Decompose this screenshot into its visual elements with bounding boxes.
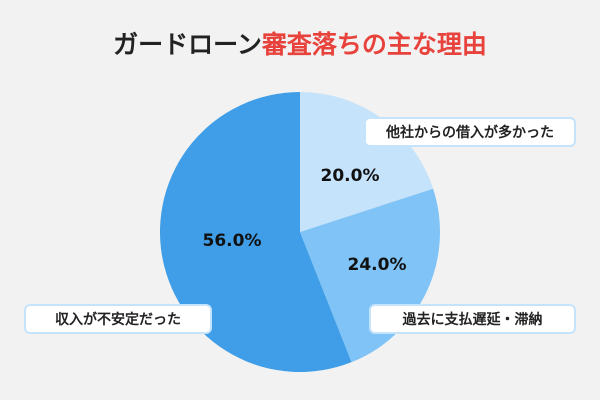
value-label: 20.0% bbox=[321, 166, 380, 186]
pie-slice bbox=[300, 92, 434, 232]
chart-title: ガードローン審査落ちの主な理由 bbox=[113, 30, 487, 59]
category-label: 収入が不安定だった bbox=[55, 311, 181, 328]
title-part: ガードローン bbox=[113, 30, 262, 59]
label-box bbox=[369, 304, 576, 334]
value-label: 24.0% bbox=[348, 255, 407, 275]
label-box bbox=[24, 304, 212, 334]
pie-slice bbox=[160, 92, 352, 372]
value-label: 56.0% bbox=[203, 231, 262, 251]
label-box bbox=[364, 117, 576, 147]
category-label: 他社からの借入が多かった bbox=[385, 124, 554, 141]
category-label: 過去に支払遅延・滞納 bbox=[402, 311, 543, 328]
title-part: 審査落ちの主な理由 bbox=[261, 30, 487, 59]
